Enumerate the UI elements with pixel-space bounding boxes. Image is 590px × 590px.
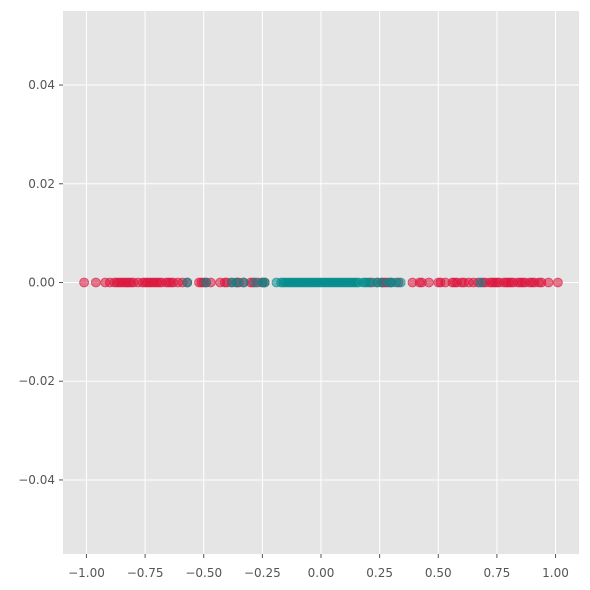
data-point-series-1	[552, 277, 563, 288]
data-point-series-2	[182, 277, 193, 288]
y-tick-label: 0.00	[28, 276, 55, 290]
y-tick-label: −0.04	[18, 473, 55, 487]
data-point-series-2	[201, 277, 211, 288]
y-tick-label: 0.04	[28, 78, 55, 92]
y-axis: 0.04 0.02 0.00 −0.02 −0.04	[18, 78, 63, 487]
x-tick-label: 0.25	[366, 566, 393, 580]
data-point-series-2	[395, 277, 406, 288]
data-points	[79, 277, 563, 288]
x-tick-label: 0.75	[484, 566, 511, 580]
data-point-series-1	[79, 277, 90, 288]
y-tick-label: 0.02	[28, 177, 55, 191]
x-tick-label: −1.00	[68, 566, 105, 580]
x-tick-label: 0.50	[425, 566, 452, 580]
x-axis: −1.00 −0.75 −0.50 −0.25 0.00 0.25 0.50 0.75 1.00	[68, 554, 569, 580]
data-point-series-1	[423, 277, 434, 288]
x-tick-label: −0.25	[244, 566, 281, 580]
data-point-series-2	[475, 277, 486, 288]
x-tick-label: −0.50	[185, 566, 222, 580]
x-tick-label: −0.75	[127, 566, 164, 580]
x-tick-label: 1.00	[542, 566, 569, 580]
data-point-series-2	[259, 277, 270, 288]
data-point-series-1	[90, 277, 101, 288]
data-point-series-2	[238, 277, 249, 288]
data-point-series-1	[543, 277, 554, 288]
x-tick-label: 0.00	[308, 566, 335, 580]
y-tick-label: −0.02	[18, 374, 55, 388]
